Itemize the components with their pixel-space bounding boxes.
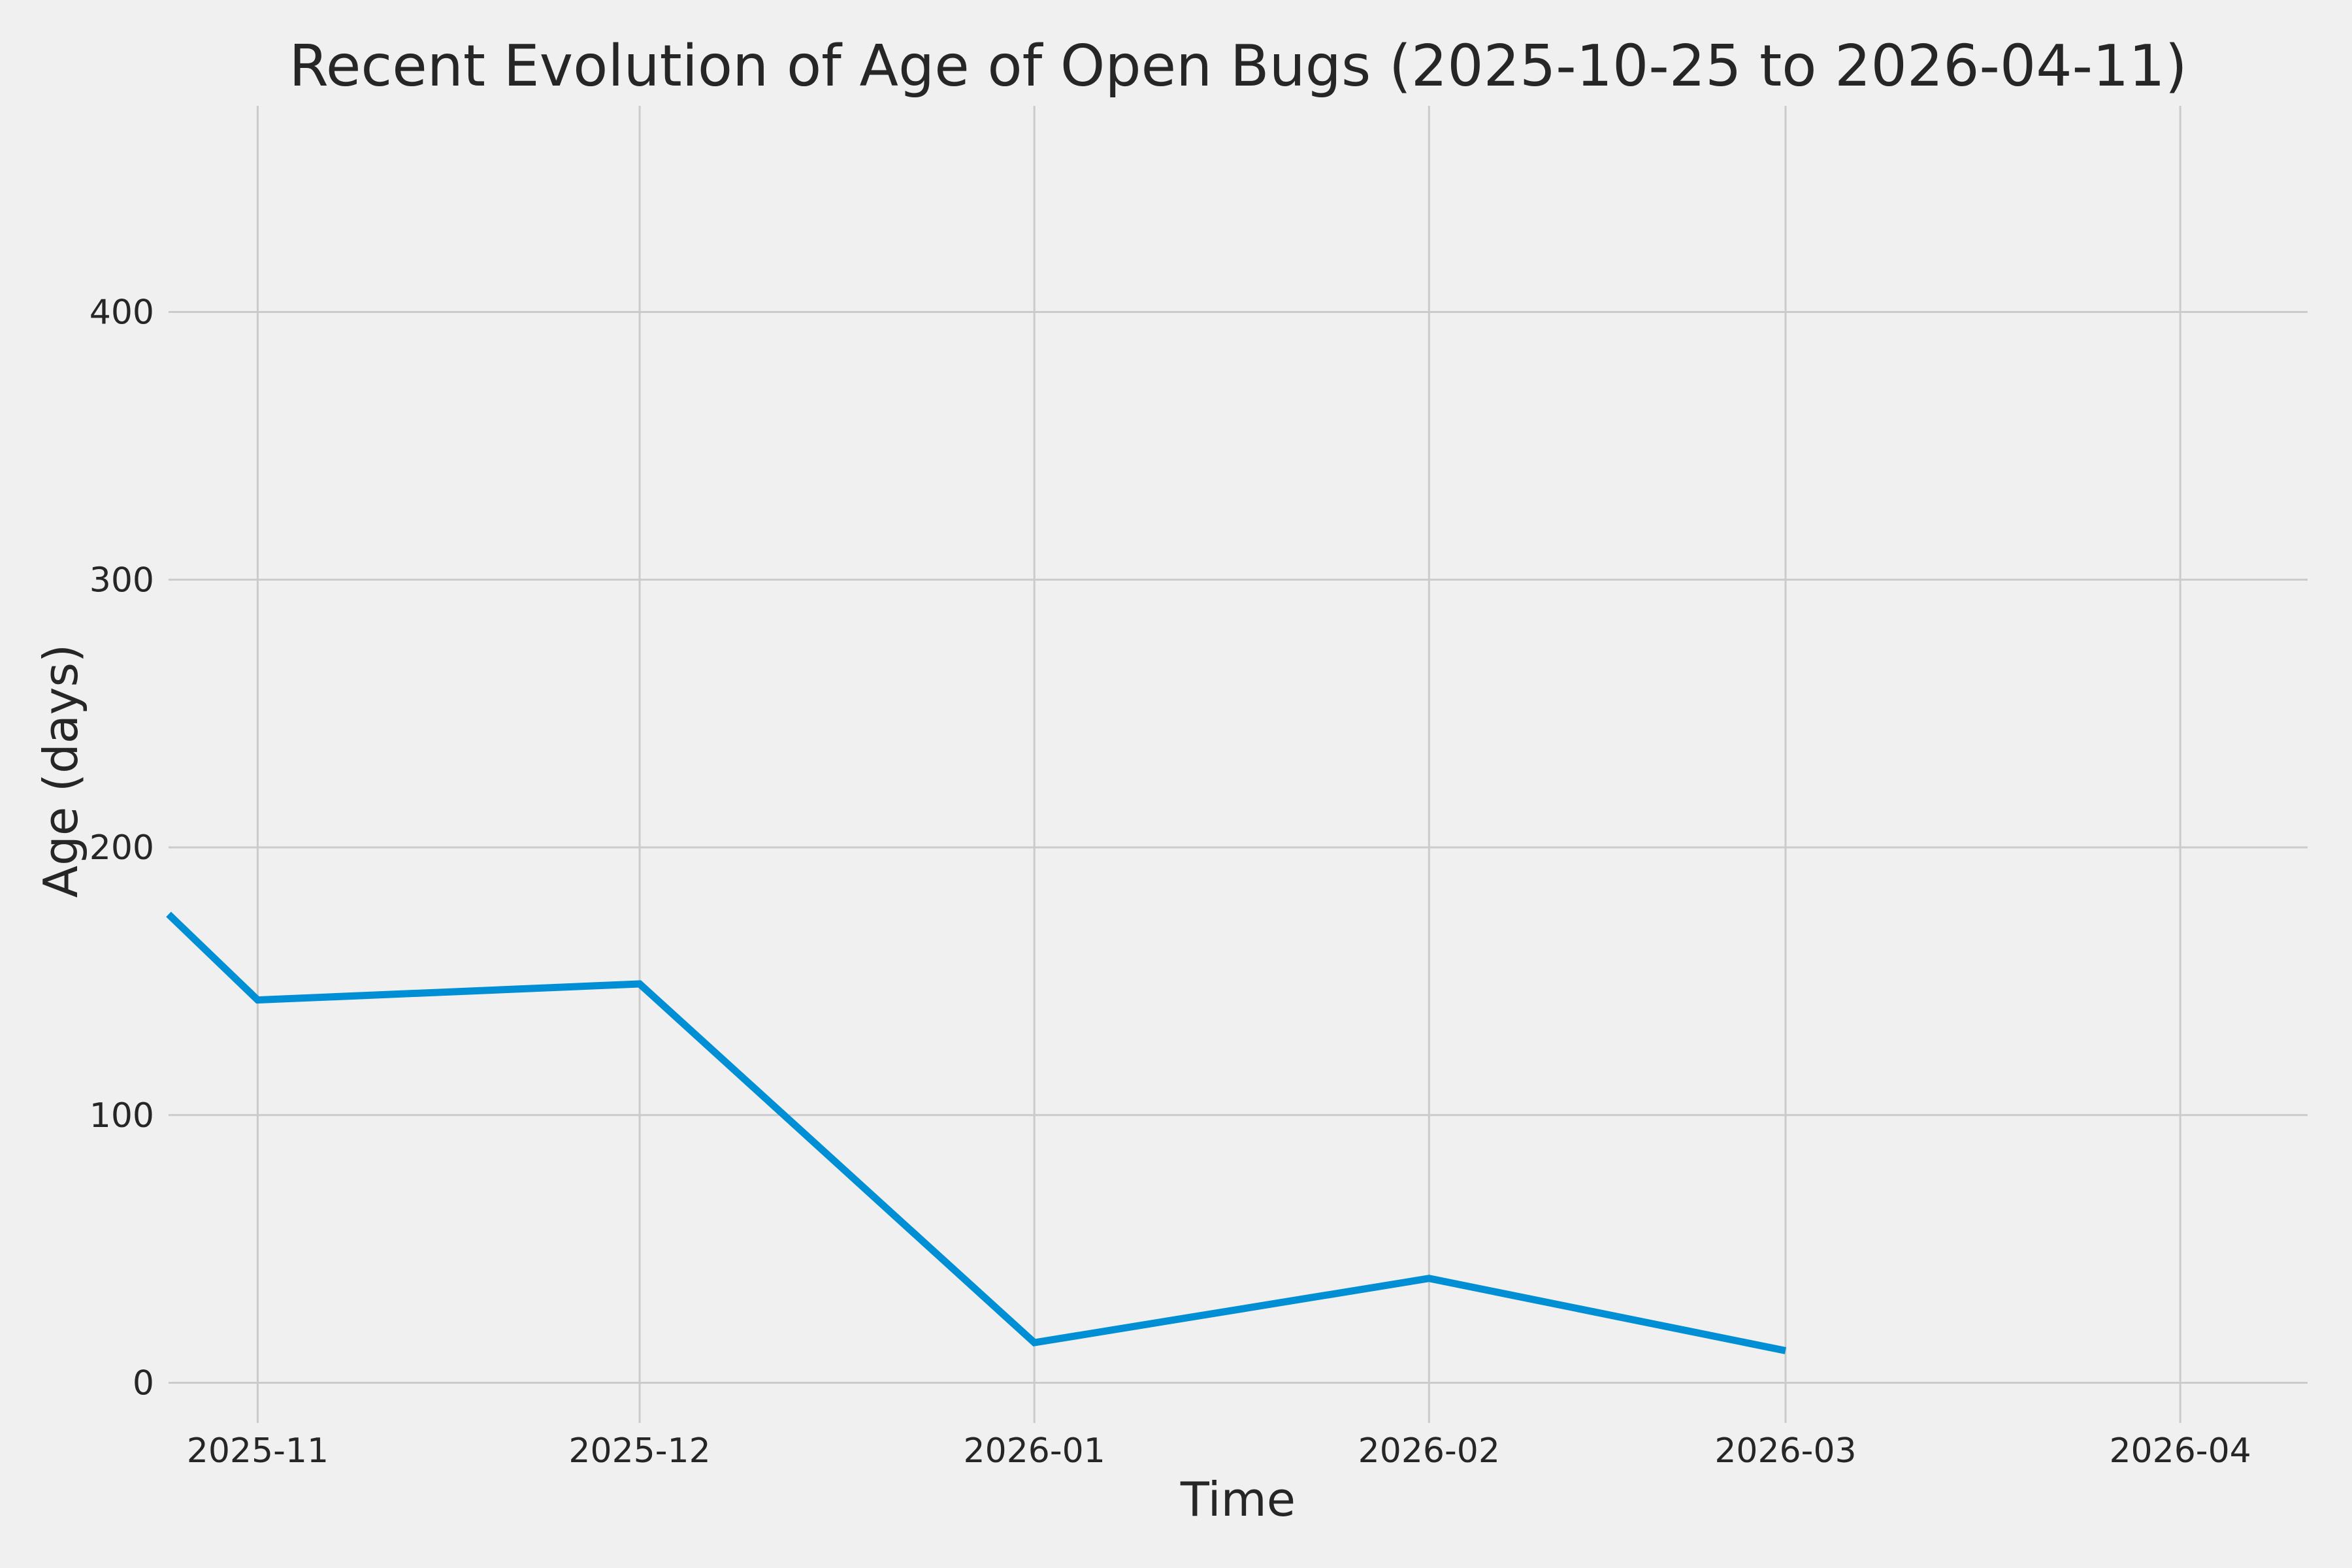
y-tick-label: 300 <box>90 561 154 600</box>
y-tick-labels: 0 100 200 300 400 <box>90 293 154 1403</box>
y-tick-label: 0 <box>133 1364 154 1403</box>
x-tick-label: 2025-11 <box>187 1431 329 1471</box>
data-series <box>166 911 1787 1354</box>
x-tick-label: 2026-02 <box>1358 1431 1500 1471</box>
y-tick-label: 400 <box>90 293 154 333</box>
x-axis-label: Time <box>1180 1472 1296 1527</box>
vertical-gridlines <box>256 106 2181 1423</box>
y-tick-label: 200 <box>90 828 154 868</box>
y-axis-label: Age (days) <box>33 644 88 898</box>
x-tick-label: 2025-12 <box>568 1431 710 1471</box>
y-tick-label: 100 <box>90 1096 154 1135</box>
x-tick-labels: 2025-11 2025-12 2026-01 2026-02 2026-03 2026-… <box>187 1431 2251 1471</box>
horizontal-gridlines <box>169 311 2308 1384</box>
x-tick-label: 2026-03 <box>1714 1431 1856 1471</box>
x-tick-label: 2026-01 <box>964 1431 1105 1471</box>
chart-title: Recent Evolution of Age of Open Bugs (20… <box>289 33 2187 99</box>
age-of-open-bugs-line <box>166 911 1787 1354</box>
x-tick-label: 2026-04 <box>2109 1431 2251 1471</box>
